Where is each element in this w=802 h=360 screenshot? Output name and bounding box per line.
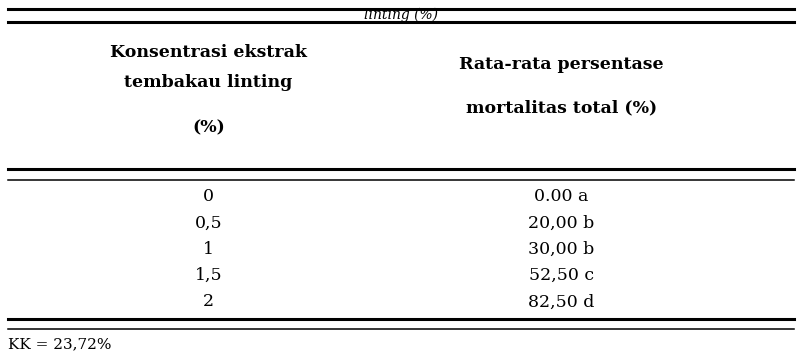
- Text: mortalitas total (%): mortalitas total (%): [466, 99, 657, 117]
- Text: 30,00 b: 30,00 b: [529, 241, 594, 258]
- Text: Rata-rata persentase: Rata-rata persentase: [459, 56, 664, 73]
- Text: (%): (%): [192, 119, 225, 136]
- Text: 1: 1: [203, 241, 214, 258]
- Text: 1,5: 1,5: [195, 267, 222, 284]
- Text: 52,50 c: 52,50 c: [529, 267, 594, 284]
- Text: tembakau linting: tembakau linting: [124, 74, 293, 91]
- Text: linting (%): linting (%): [364, 7, 438, 22]
- Text: 0,5: 0,5: [195, 215, 222, 231]
- Text: Konsentrasi ekstrak: Konsentrasi ekstrak: [110, 44, 307, 61]
- Text: 0.00 a: 0.00 a: [534, 188, 589, 205]
- Text: KK = 23,72%: KK = 23,72%: [8, 337, 111, 351]
- Text: 0: 0: [203, 188, 214, 205]
- Text: 2: 2: [203, 293, 214, 310]
- Text: 82,50 d: 82,50 d: [529, 293, 594, 310]
- Text: 20,00 b: 20,00 b: [529, 215, 594, 231]
